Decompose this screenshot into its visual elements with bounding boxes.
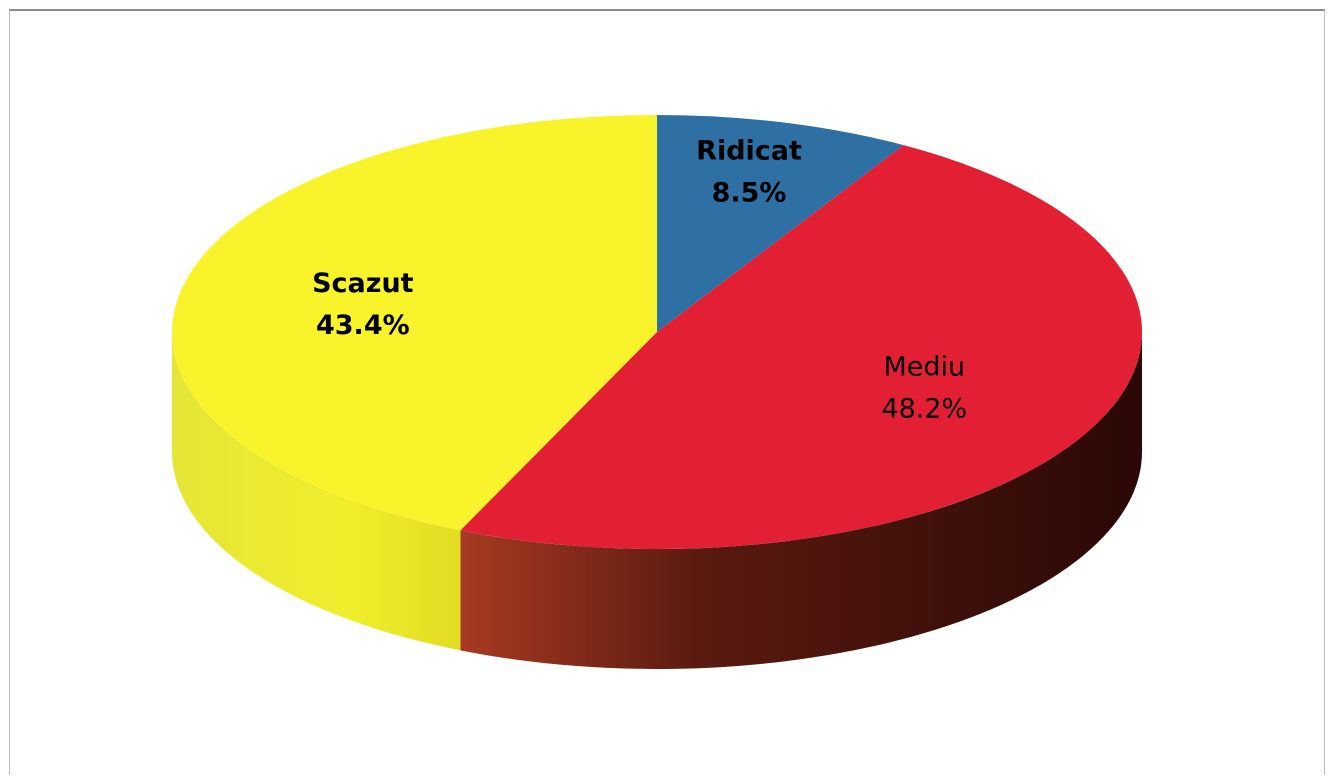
pie-sides (172, 332, 1142, 670)
pie-side-mediu (460, 332, 1142, 670)
slice-label-scazut: Scazut (312, 268, 414, 299)
pie-labels: Ridicat 8.5% Mediu 48.2% Scazut 43.4% (312, 135, 967, 424)
pie-tops (171, 115, 1143, 550)
pie-slice-ridicat (657, 115, 904, 332)
pie-side-scazut (172, 332, 461, 651)
chart-frame (9, 9, 1325, 775)
slice-value-mediu: 48.2% (881, 394, 967, 425)
slice-label-mediu: Mediu (884, 352, 966, 383)
pie-slice-mediu (460, 145, 1143, 550)
slice-label-ridicat: Ridicat (696, 135, 802, 166)
slice-value-scazut: 43.4% (316, 310, 410, 341)
slice-value-ridicat: 8.5% (712, 177, 787, 208)
pie-slice-scazut (171, 115, 657, 531)
